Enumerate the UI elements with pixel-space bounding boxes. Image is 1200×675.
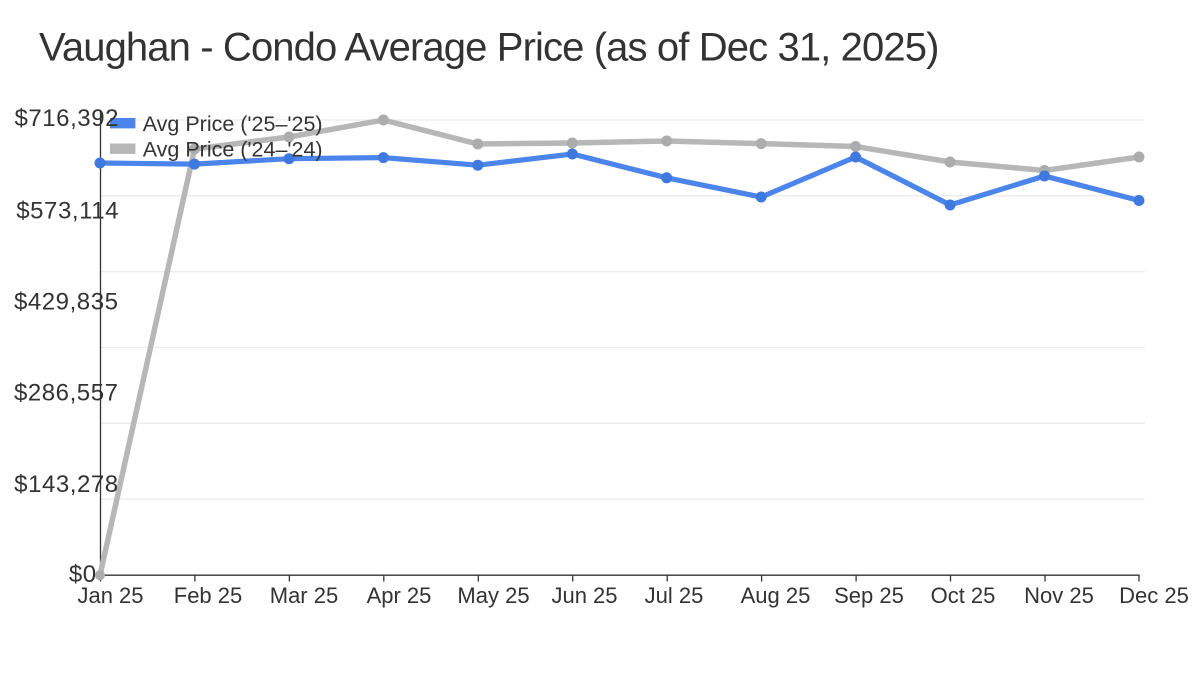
svg-text:$429,835: $429,835 — [14, 289, 119, 316]
svg-text:Oct 25: Oct 25 — [931, 583, 996, 608]
svg-text:$143,278: $143,278 — [14, 471, 119, 498]
svg-text:Nov 25: Nov 25 — [1024, 583, 1094, 608]
svg-text:Jan 25: Jan 25 — [77, 583, 143, 608]
svg-text:$0: $0 — [69, 561, 97, 588]
svg-text:Jul 25: Jul 25 — [645, 583, 704, 608]
svg-text:Aug 25: Aug 25 — [741, 583, 811, 608]
svg-text:Jun 25: Jun 25 — [551, 583, 617, 608]
svg-text:Avg Price ('25–'25): Avg Price ('25–'25) — [143, 112, 323, 136]
svg-text:Avg Price ('24–'24): Avg Price ('24–'24) — [143, 138, 323, 162]
svg-text:$573,114: $573,114 — [16, 198, 119, 225]
svg-text:Mar 25: Mar 25 — [270, 583, 338, 608]
svg-text:Apr 25: Apr 25 — [367, 583, 432, 608]
svg-text:$286,557: $286,557 — [14, 380, 119, 407]
svg-text:May 25: May 25 — [457, 583, 529, 608]
svg-text:Vaughan - Condo Average Price: Vaughan - Condo Average Price (as of Dec… — [39, 26, 939, 70]
svg-text:$716,392: $716,392 — [14, 105, 119, 132]
svg-text:Dec 25: Dec 25 — [1119, 583, 1189, 608]
svg-text:Feb 25: Feb 25 — [174, 583, 243, 608]
svg-text:Sep 25: Sep 25 — [834, 583, 904, 608]
